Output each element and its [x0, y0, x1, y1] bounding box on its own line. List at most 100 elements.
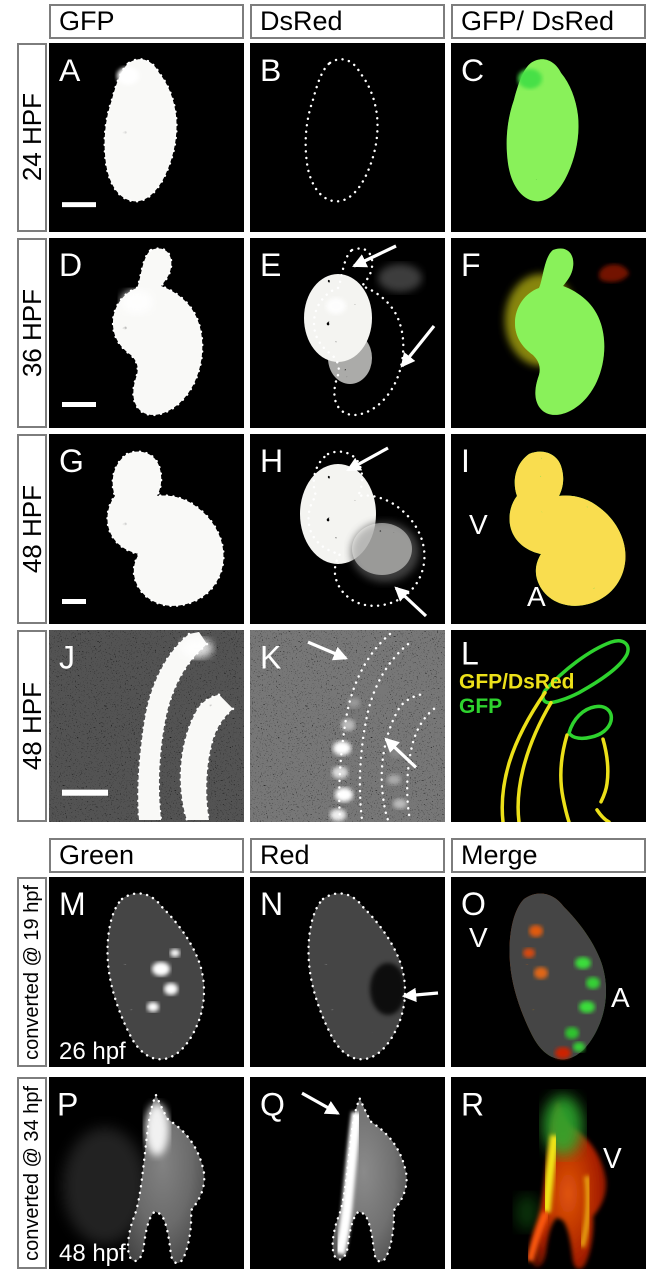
panel-letter: G [59, 443, 84, 479]
row-label-48hpf-1: 48 HPF [17, 434, 47, 624]
anterior-label: A [611, 982, 630, 1013]
row-label-36hpf-text: 36 HPF [16, 288, 47, 378]
panel-j-gfp-48hpf-section: J [49, 630, 244, 822]
column-header-merge-label: Merge [461, 840, 538, 870]
cell-texture [113, 248, 203, 415]
red-wisp [598, 264, 629, 282]
cell-texture [107, 451, 224, 606]
panel-b-dsred-24hpf: B [250, 43, 445, 232]
panel-e-dsred-36hpf: E [250, 238, 445, 428]
panel-l-outline-drawing: GFP/DsRed GFP L [451, 630, 646, 822]
outline-right-outer [380, 693, 422, 822]
column-header-red: Red [250, 838, 445, 873]
bright-left-stripe [334, 1111, 363, 1255]
column-header-gfp: GFP [49, 4, 244, 39]
haze [63, 1127, 147, 1245]
timestamp-label: 48 hpf [59, 1240, 126, 1267]
row-label-48hpf-2-text: 48 HPF [16, 681, 47, 771]
tissue-outline [126, 1092, 206, 1265]
tissue-outline [103, 58, 178, 203]
panel-p-green-48hpf: 48 hpf P [49, 1077, 244, 1269]
panel-letter: L [461, 635, 479, 671]
scale-bar [62, 599, 86, 604]
scale-bar [62, 789, 108, 796]
tissue-outline [307, 892, 407, 1061]
cell-texture [104, 59, 177, 202]
column-header-gfp-dsred-label: GFP/ DsRed [461, 6, 615, 36]
dark-region [370, 963, 406, 1015]
row-label-48hpf-2: 48 HPF [17, 630, 47, 822]
panel-letter: C [461, 52, 484, 88]
nuclei-dots-dim [352, 523, 412, 575]
row-label-converted-34hpf: converted @ 34 hpf [17, 1077, 47, 1269]
gfp-outline-green [541, 639, 630, 741]
tissue-outline [304, 58, 379, 203]
row-label-48hpf-1-text: 48 HPF [16, 484, 47, 574]
tissue-outline [307, 450, 426, 608]
cell-boundary-texture [308, 893, 405, 1060]
outline-right-inner [205, 707, 235, 822]
column-header-green: Green [49, 838, 244, 873]
panel-r-merge-48hpf: V R [451, 1077, 646, 1269]
column-header-dsred: DsRed [250, 4, 445, 39]
panel-m-green-26hpf: 26 hpf M [49, 877, 244, 1067]
ventral-label: V [603, 1143, 622, 1174]
red-left-prong [526, 1211, 550, 1262]
tissue-group [331, 1096, 408, 1263]
gfp-dsred-outline-yellow [500, 690, 611, 822]
right-band-texture [180, 694, 233, 820]
panel-letter: M [59, 886, 86, 922]
arrow-annotation [401, 987, 439, 1003]
legend-gfp-dsred: GFP/DsRed [459, 671, 575, 694]
panel-d-gfp-36hpf: D [49, 238, 244, 428]
panel-letter: Q [260, 1086, 285, 1122]
timestamp-label: 26 hpf [59, 1038, 126, 1065]
panel-c-merge-24hpf: C [451, 43, 646, 232]
panel-letter: A [59, 52, 81, 88]
arrow-annotation [301, 1091, 340, 1115]
panel-i-merge-48hpf: V A I [451, 434, 646, 624]
outline-left-inner [157, 642, 209, 822]
green-wisp [515, 1194, 539, 1231]
red-cells [523, 925, 571, 1059]
panel-k-dsred-48hpf-section: K [250, 630, 445, 822]
green-cells [565, 957, 600, 1052]
panel-q-red-48hpf: Q [250, 1077, 445, 1269]
column-header-red-label: Red [260, 840, 310, 870]
row-label-converted-19hpf-text: converted @ 19 hpf [20, 884, 43, 1060]
row-label-36hpf: 36 HPF [17, 238, 47, 428]
panel-letter: N [260, 886, 283, 922]
panel-letter: E [260, 247, 281, 283]
cell-boundary-texture [509, 893, 606, 1060]
outline-left-inner [358, 642, 410, 822]
nuclei-dots-dim [328, 332, 372, 384]
left-band-texture [138, 632, 207, 820]
column-header-gfp-dsred: GFP/ DsRed [451, 4, 646, 39]
ventral-label: V [469, 922, 488, 953]
bright-highlights [147, 949, 180, 1012]
bright-spot [121, 290, 153, 314]
bright-spot [518, 68, 542, 89]
panel-letter: K [260, 639, 282, 675]
panel-letter: J [59, 639, 75, 675]
tissue-outline [106, 450, 225, 608]
outline-right-outer [179, 693, 221, 822]
panel-o-merge-26hpf: V A O [451, 877, 646, 1067]
row-label-24hpf: 24 HPF [17, 43, 47, 232]
bright-spot [326, 298, 346, 314]
tissue-outline [106, 892, 206, 1061]
tissue-outline [331, 1096, 408, 1263]
panel-letter: D [59, 247, 82, 283]
panel-n-red-26hpf: N [250, 877, 445, 1067]
arrow-annotation-top [346, 446, 389, 472]
yellow-band [541, 1134, 560, 1213]
scale-bar [62, 202, 96, 208]
column-header-dsred-label: DsRed [260, 6, 343, 36]
yellow-right-stripe [579, 1175, 592, 1248]
panel-h-dsred-48hpf: H [250, 434, 445, 624]
cell-boundary-texture [107, 893, 204, 1060]
anterior-label: A [527, 581, 546, 612]
column-header-gfp-label: GFP [59, 6, 115, 36]
row-label-24hpf-text: 24 HPF [16, 93, 47, 182]
